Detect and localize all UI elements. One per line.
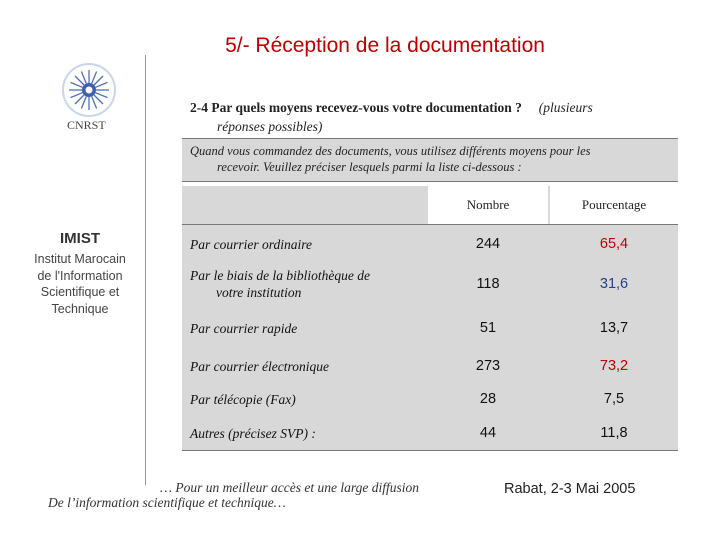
row-label-line: Par courrier rapide bbox=[190, 321, 298, 336]
institute-line: Scientifique et bbox=[40, 285, 120, 299]
row-label-line: Par le biais de la bibliothèque de bbox=[190, 268, 370, 283]
question-note-continued: réponses possibles) bbox=[217, 119, 323, 134]
instruction-line: recevoir. Veuillez préciser lesquels par… bbox=[217, 159, 522, 174]
row-percent: 7,5 bbox=[603, 391, 625, 407]
institute-description: Institut Marocain de l'Information Scien… bbox=[18, 251, 142, 317]
table-header-empty bbox=[182, 186, 426, 224]
vertical-divider bbox=[145, 55, 146, 485]
cnrst-logo bbox=[62, 63, 116, 117]
institute-line: Institut Marocain bbox=[34, 252, 126, 266]
row-percent: 65,4 bbox=[599, 236, 629, 252]
row-count: 273 bbox=[475, 358, 501, 374]
footer-slogan: … Pour un meilleur accès et une large di… bbox=[160, 480, 419, 495]
table-body bbox=[182, 225, 678, 450]
instruction-text: Quand vous commandez des documents, vous… bbox=[190, 144, 670, 175]
row-percent: 11,8 bbox=[600, 425, 628, 441]
column-header-percent: Pourcentage bbox=[550, 186, 678, 224]
table-rule bbox=[182, 224, 678, 225]
row-label-line: Par télécopie (Fax) bbox=[190, 392, 296, 407]
row-label-line: votre institution bbox=[216, 285, 302, 300]
table-rule bbox=[182, 450, 678, 451]
question-note: (plusieurs bbox=[538, 100, 593, 115]
institute-line: de l'Information bbox=[37, 268, 123, 283]
row-count: 244 bbox=[475, 236, 501, 252]
row-percent: 13,7 bbox=[599, 320, 629, 336]
table-header: Nombre Pourcentage bbox=[182, 186, 678, 224]
row-label: Par courrier ordinaire bbox=[190, 236, 420, 253]
row-label-line: Autres (précisez SVP) : bbox=[190, 426, 316, 441]
instruction-box: Quand vous commandez des documents, vous… bbox=[182, 138, 678, 182]
row-label-line: Par courrier ordinaire bbox=[190, 237, 312, 252]
question: 2-4 Par quels moyens recevez-vous votre … bbox=[190, 98, 670, 134]
row-count: 51 bbox=[479, 320, 497, 336]
row-label: Par le biais de la bibliothèque de votre… bbox=[190, 267, 420, 301]
row-count: 28 bbox=[479, 391, 497, 407]
row-percent: 31,6 bbox=[599, 276, 629, 292]
footer-date: Rabat, 2-3 Mai 2005 bbox=[504, 481, 636, 497]
logo-text: CNRST bbox=[67, 118, 106, 132]
row-count: 44 bbox=[479, 425, 497, 441]
row-label: Par courrier électronique bbox=[190, 358, 420, 375]
slide-title: 5/- Réception de la documentation bbox=[225, 34, 545, 57]
institute-line: Technique bbox=[51, 301, 109, 316]
column-header-count: Nombre bbox=[428, 186, 548, 224]
footer-slogan: De l’information scientifique et techniq… bbox=[48, 495, 286, 510]
row-label: Par courrier rapide bbox=[190, 320, 420, 337]
row-count: 118 bbox=[476, 276, 500, 292]
header-separator bbox=[548, 186, 550, 224]
row-percent: 73,2 bbox=[599, 358, 629, 374]
header-separator bbox=[426, 186, 428, 224]
question-text: 2-4 Par quels moyens recevez-vous votre … bbox=[190, 100, 522, 115]
row-label: Autres (précisez SVP) : bbox=[190, 425, 420, 442]
institute-name: IMIST bbox=[60, 230, 100, 247]
row-label: Par télécopie (Fax) bbox=[190, 391, 420, 408]
row-label-line: Par courrier électronique bbox=[190, 359, 329, 374]
instruction-line: Quand vous commandez des documents, vous… bbox=[190, 144, 591, 158]
